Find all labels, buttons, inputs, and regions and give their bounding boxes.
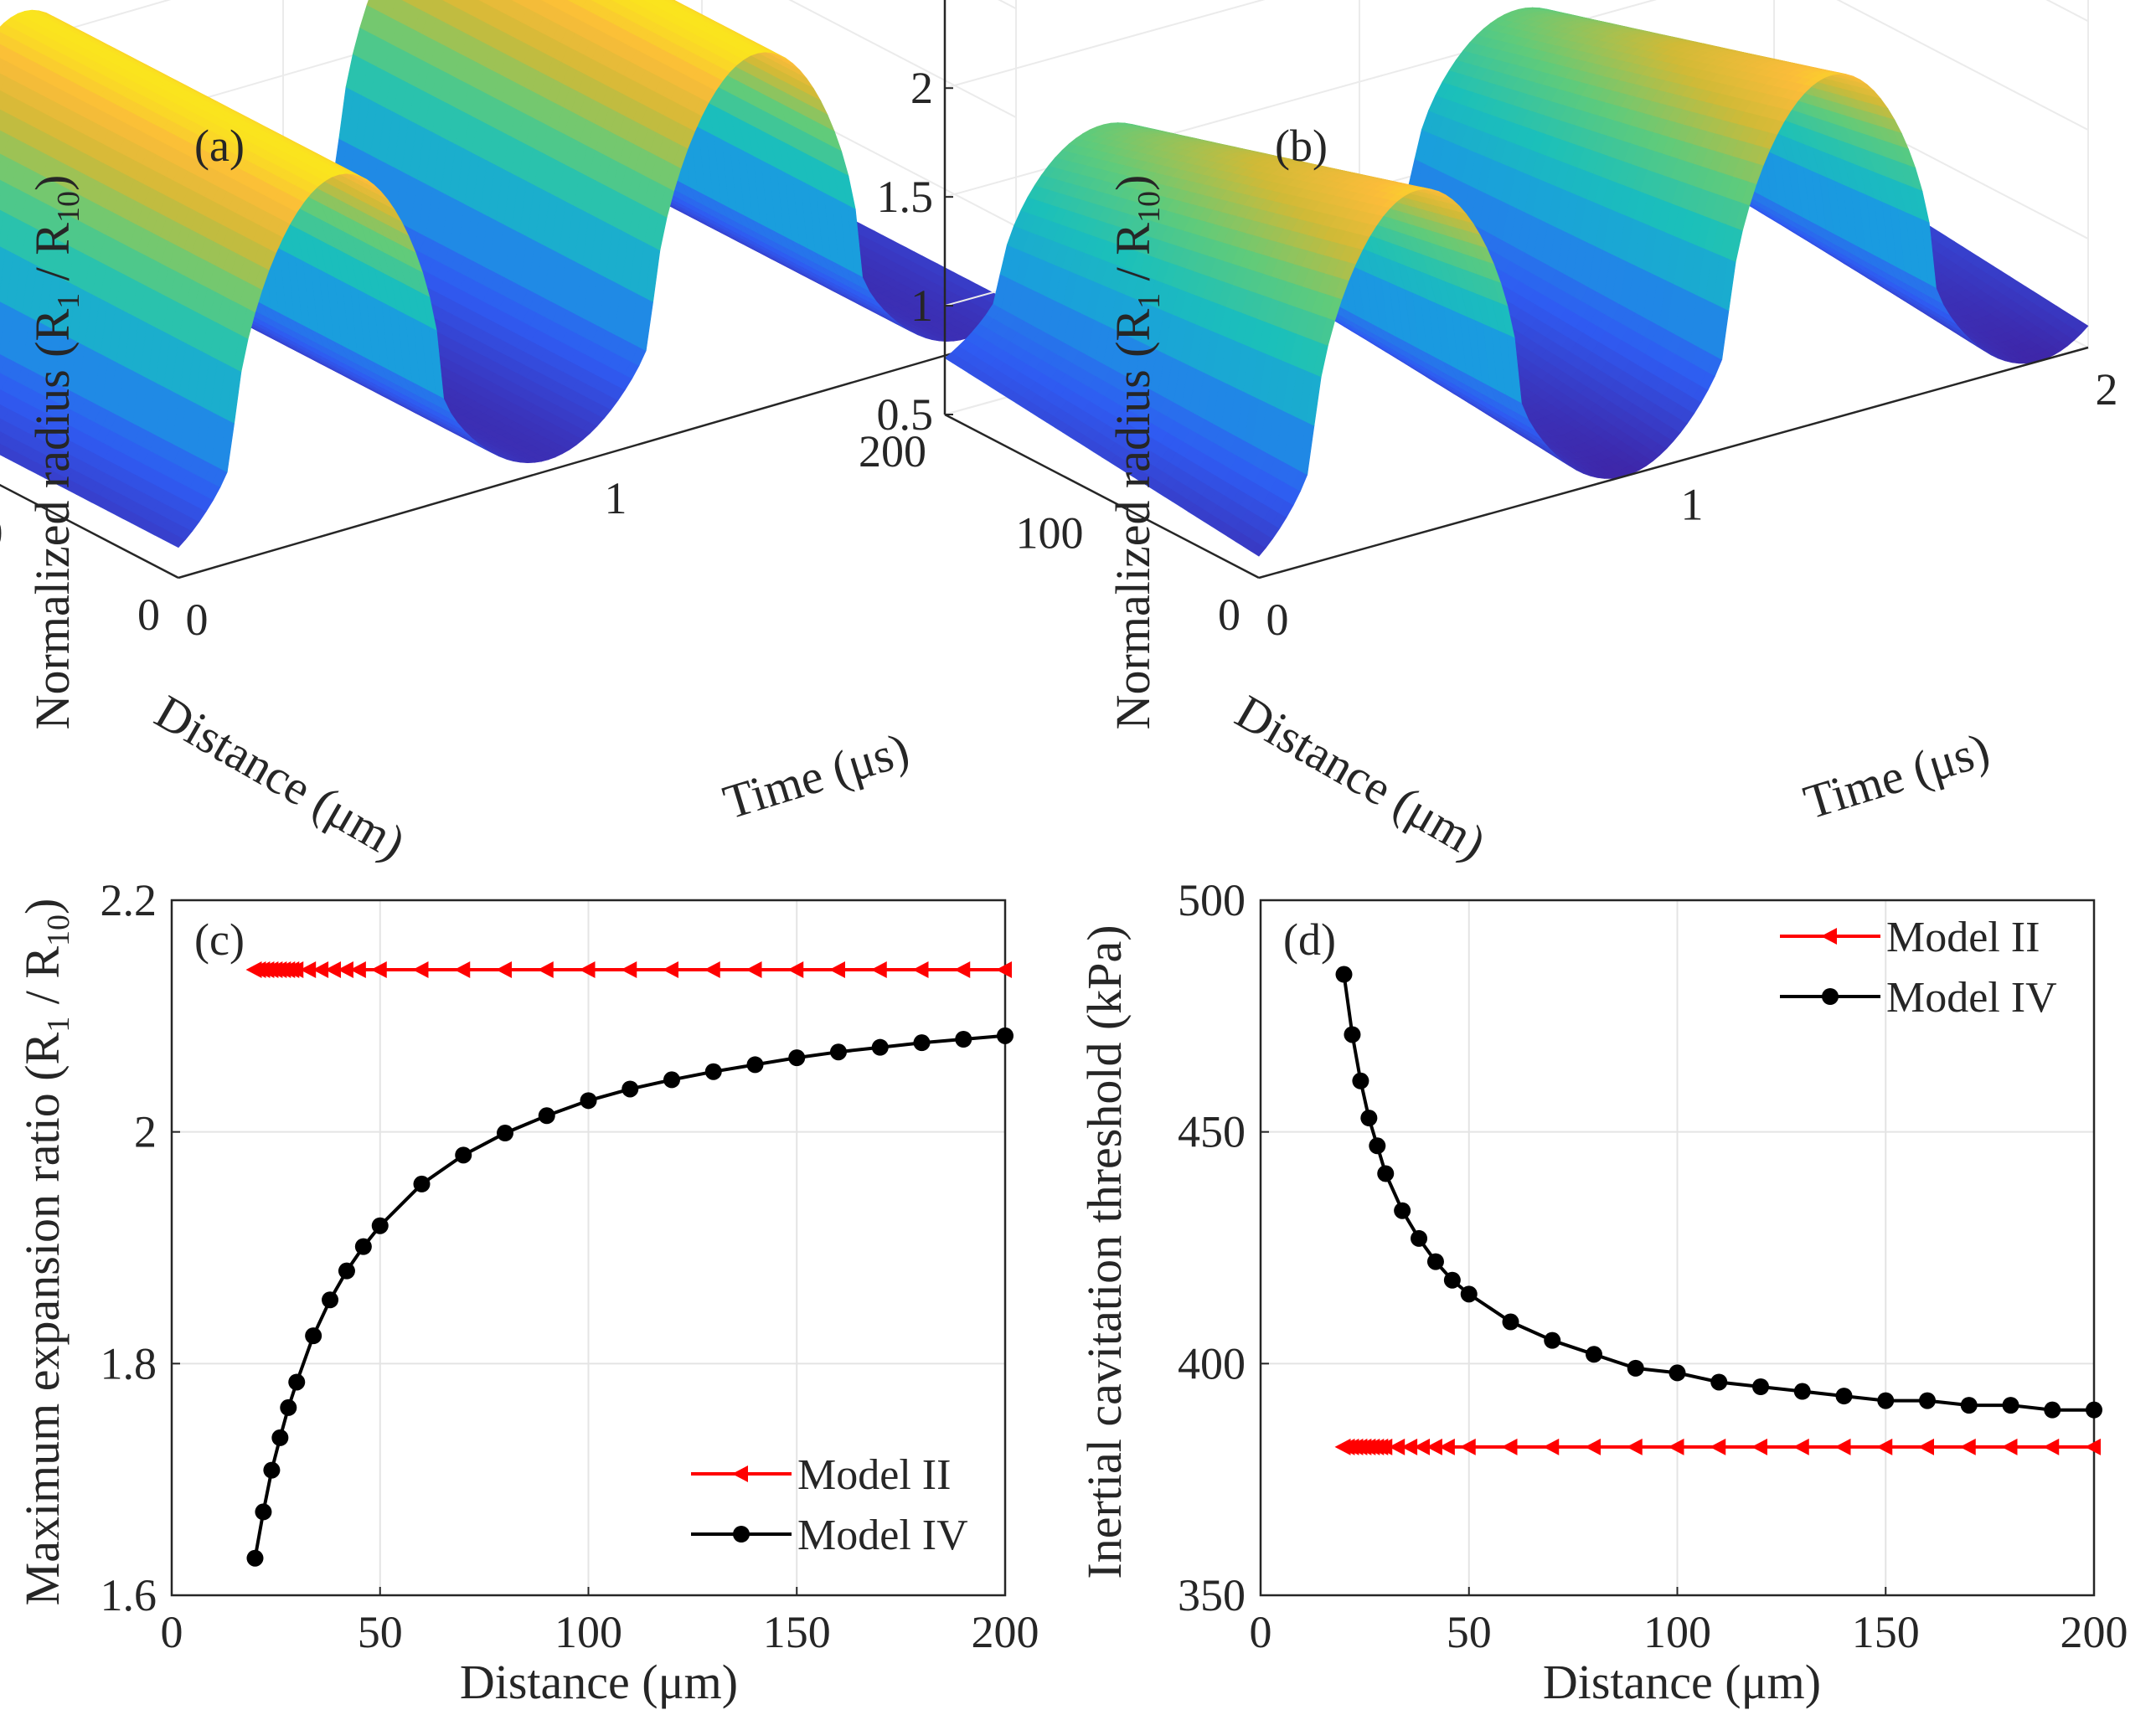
distance-axis-label: Distance (μm) bbox=[147, 684, 415, 870]
z-axis-label: Normalized radius (R1 / R10) bbox=[25, 175, 86, 730]
surface-patch bbox=[374, 0, 388, 14]
z-gridline bbox=[0, 0, 1017, 50]
distance-tick-label: 100 bbox=[0, 508, 3, 559]
surface-patch bbox=[451, 0, 464, 9]
surface-patch bbox=[401, 0, 406, 3]
distance-tick-label: 0 bbox=[137, 590, 160, 640]
time-tick-label: 1 bbox=[605, 473, 627, 523]
surface-patch bbox=[405, 0, 416, 7]
surface-patch bbox=[443, 0, 454, 5]
panel-label-a: (a) bbox=[194, 121, 245, 171]
surface-patch bbox=[478, 0, 483, 3]
surface-mesh bbox=[0, 0, 1017, 549]
time-axis-label: Time (μs) bbox=[717, 722, 915, 830]
time-tick-label: 0 bbox=[186, 595, 209, 645]
surface-patch bbox=[366, 0, 379, 10]
